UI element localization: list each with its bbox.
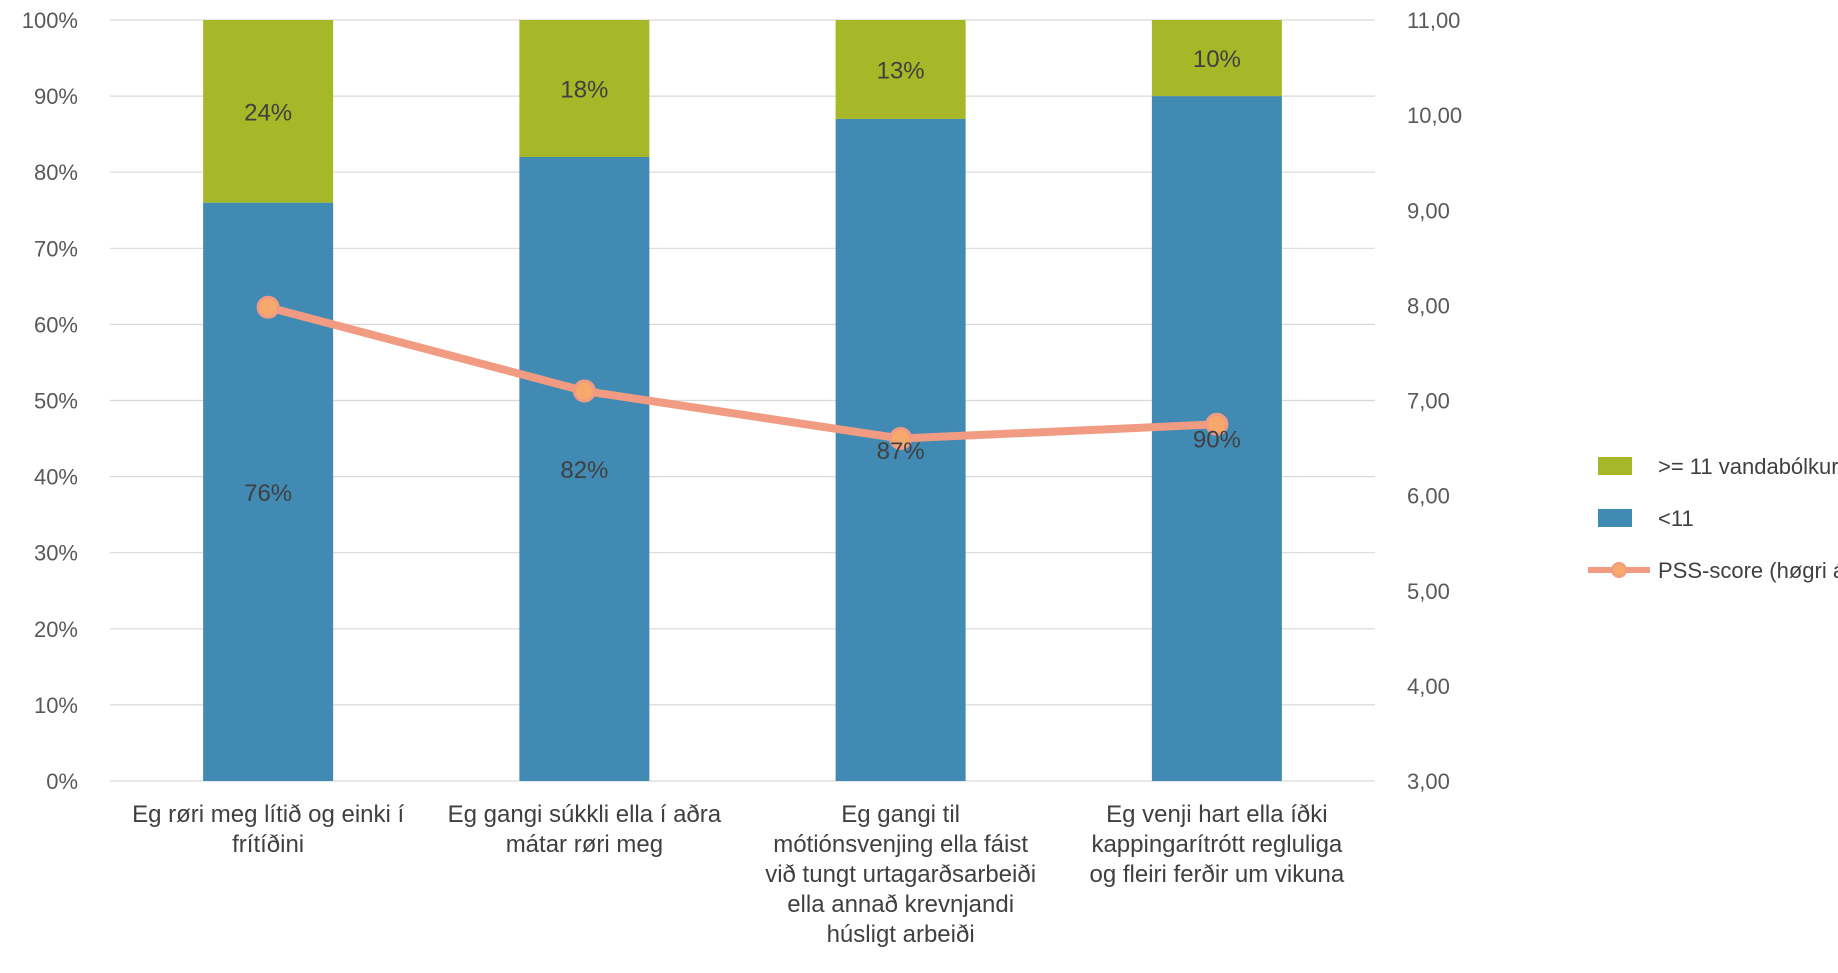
bar-data-label: 87%: [877, 438, 925, 465]
legend-entry: >= 11 vandabólkur: [1598, 454, 1838, 479]
right-tick-label: 9,00: [1407, 198, 1450, 223]
bar-segment: [835, 20, 966, 119]
category-label: Eg gangi súkkli ella í aðra mátar røri me…: [448, 801, 722, 858]
bar-data-label: 18%: [560, 76, 608, 103]
legend-label: <11: [1658, 506, 1694, 531]
right-tick-label: 3,00: [1407, 769, 1450, 794]
legend-swatch: [1598, 509, 1632, 527]
right-axis: 3,00 4,00 5,00 6,00 7,00 8,00 9,00 10,00 11,00: [1407, 8, 1462, 794]
pss-score-point: [256, 295, 280, 319]
legend-swatch: [1598, 457, 1632, 475]
left-tick-label: 0%: [46, 769, 78, 794]
right-tick-label: 11,00: [1407, 8, 1460, 33]
left-tick-label: 10%: [34, 693, 78, 718]
bar-data-label: 90%: [1193, 427, 1241, 454]
left-tick-label: 80%: [34, 160, 78, 185]
category-label: Eg venji hart ella íðki kappingarítrótt r…: [1089, 801, 1344, 888]
bar-segment: [519, 20, 650, 157]
bar-segment: [1151, 96, 1282, 782]
legend-marker: [1611, 562, 1627, 578]
legend-entry: <11: [1598, 506, 1694, 531]
right-tick-label: 10,00: [1407, 103, 1462, 128]
right-tick-label: 4,00: [1407, 674, 1450, 699]
left-tick-label: 60%: [34, 312, 78, 337]
category-label: Eg gangi til mótiónsvenjing ella fáist við…: [765, 801, 1036, 948]
bar-data-label: 76%: [244, 480, 292, 507]
category-label: Eg røri meg lítið og einki í frítíðini: [132, 801, 404, 858]
left-tick-label: 40%: [34, 465, 78, 490]
left-tick-label: 50%: [34, 389, 78, 414]
legend: >= 11 vandabólkur <11 PSS-score (høgri ási…: [1588, 454, 1838, 583]
right-tick-label: 5,00: [1407, 579, 1450, 604]
right-tick-label: 6,00: [1407, 484, 1450, 509]
bar-data-label: 13%: [877, 57, 925, 84]
bar-data-label: 82%: [560, 457, 608, 484]
category-labels: Eg røri meg lítið og einki í frítíðini Eg …: [132, 801, 1345, 948]
pss-score-point: [572, 379, 596, 403]
right-tick-label: 7,00: [1407, 389, 1450, 414]
left-tick-label: 30%: [34, 541, 78, 566]
bar-data-label: 24%: [244, 99, 292, 126]
left-axis: 0% 10% 20% 30% 40% 50% 60% 70% 80% 90% 100%: [22, 8, 78, 794]
bar-segment: [1151, 20, 1282, 97]
bar-segment: [519, 156, 650, 782]
pss-score-point: [889, 427, 913, 451]
left-tick-label: 20%: [34, 617, 78, 642]
pss-score-point: [1205, 412, 1229, 436]
legend-label: >= 11 vandabólkur: [1658, 454, 1838, 479]
left-tick-label: 90%: [34, 84, 78, 109]
legend-label: PSS-score (høgri ási): [1658, 558, 1838, 583]
right-tick-label: 8,00: [1407, 293, 1450, 318]
pss-score-line: [264, 303, 1221, 443]
bar-data-label: 10%: [1193, 46, 1241, 73]
data-labels: 76% 24% 82% 18% 87% 13% 90% 10%: [244, 46, 1241, 507]
legend-entry: PSS-score (høgri ási): [1588, 558, 1838, 583]
bar-segment: [203, 20, 334, 203]
left-tick-label: 100%: [22, 8, 78, 33]
line-series: [256, 295, 1229, 451]
left-tick-label: 70%: [34, 236, 78, 261]
